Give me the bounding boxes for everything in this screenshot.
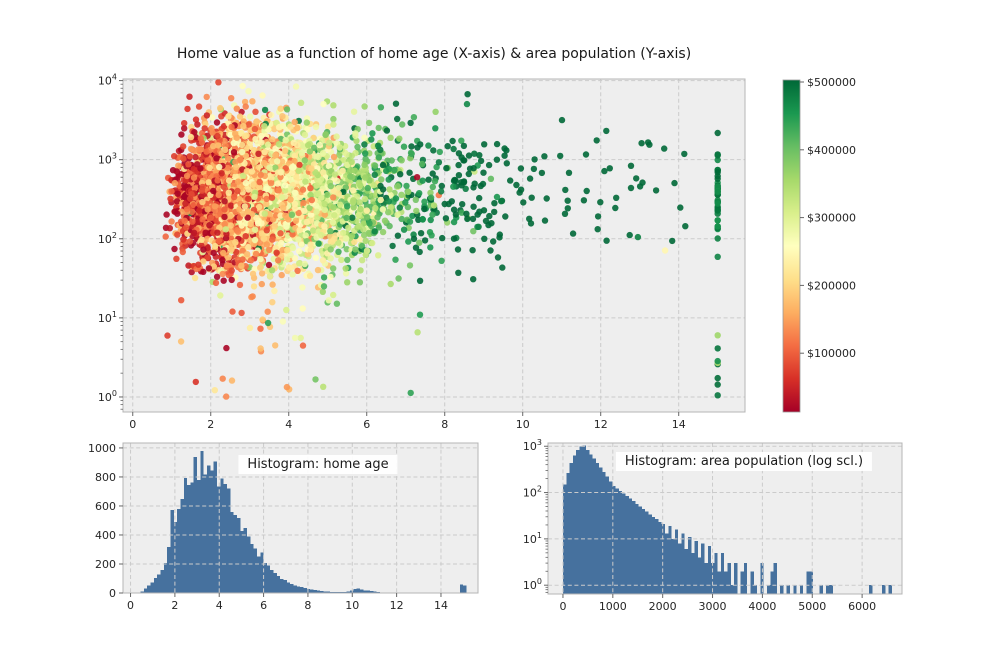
svg-text:10: 10 [516,418,530,431]
svg-text:8: 8 [441,418,448,431]
svg-text:4000: 4000 [748,600,776,613]
hist-age-grid [123,443,478,593]
svg-text:2000: 2000 [649,600,677,613]
svg-text:6: 6 [260,599,267,612]
svg-text:5000: 5000 [798,600,826,613]
hist-age-bars [140,451,467,593]
svg-text:14: 14 [434,599,448,612]
svg-text:12: 12 [390,599,404,612]
colorbar-tick-label: $200000 [807,279,856,292]
scatter-plot-axes: 0 2 4 6 8 10 12 14 100 101 102 103 104 [98,73,746,431]
svg-text:2: 2 [207,418,214,431]
svg-text:800: 800 [95,471,116,484]
svg-text:0: 0 [129,418,136,431]
svg-text:400: 400 [95,529,116,542]
svg-text:1000: 1000 [599,600,627,613]
svg-text:103: 103 [98,152,117,167]
svg-text:102: 102 [523,485,542,500]
hist-pop-grid [548,443,902,594]
svg-text:0: 0 [559,600,566,613]
svg-text:4: 4 [216,599,223,612]
svg-text:104: 104 [98,73,117,88]
svg-text:1000: 1000 [88,442,116,455]
svg-text:200: 200 [95,558,116,571]
svg-text:101: 101 [523,531,542,546]
svg-text:0: 0 [127,599,134,612]
main-title: Home value as a function of home age (X-… [176,46,692,62]
scatter-points [162,79,721,400]
svg-text:2: 2 [171,599,178,612]
hist-age-axes: 0 2 4 6 8 10 12 14 0 200 400 600 800 1000 [88,442,479,612]
colorbar-tick-label: $100000 [807,347,856,360]
hist-pop-bars [562,445,893,594]
svg-text:10: 10 [345,599,359,612]
svg-text:100: 100 [523,577,542,592]
svg-text:3000: 3000 [699,600,727,613]
svg-text:6: 6 [363,418,370,431]
colorbar-tick-label: $300000 [807,212,856,225]
svg-text:101: 101 [98,310,117,325]
svg-text:8: 8 [304,599,311,612]
colorbar-tick-label: $500000 [807,76,856,89]
svg-text:14: 14 [672,418,686,431]
colorbar-tick-label: $400000 [807,144,856,157]
svg-text:0: 0 [109,587,116,600]
svg-text:102: 102 [98,231,117,246]
svg-text:600: 600 [95,500,116,513]
hist-pop-annotation: Histogram: area population (log scl.) [615,452,873,471]
svg-text:6000: 6000 [848,600,876,613]
svg-text:12: 12 [594,418,608,431]
svg-text:4: 4 [285,418,292,431]
colorbar: $500000 $400000 $300000 $200000 $100000 [782,76,856,413]
svg-text:100: 100 [98,389,117,404]
hist-pop-axes: 0 1000 2000 3000 4000 5000 6000 100 101 102 103 [523,438,903,613]
svg-text:103: 103 [523,438,542,453]
hist-age-annotation: Histogram: home age [238,455,398,474]
